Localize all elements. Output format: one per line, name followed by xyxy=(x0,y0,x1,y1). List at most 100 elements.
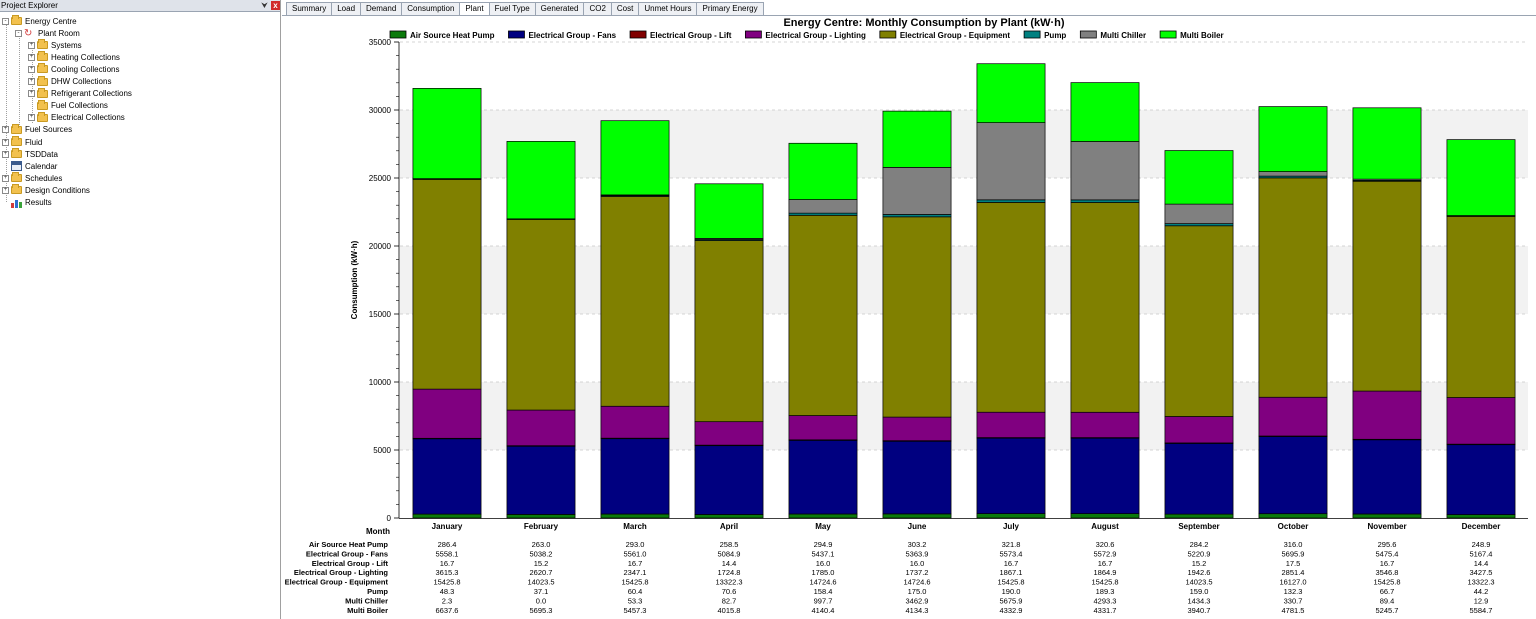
tab-plant[interactable]: Plant xyxy=(459,2,490,15)
project-explorer-panel: Project Explorer ⮟ x - Energy Centre - ↻ Pla… xyxy=(0,0,281,619)
tree-item-tsddata[interactable]: + TSDData xyxy=(2,148,58,160)
bar-segment xyxy=(976,122,1046,201)
tab-unmet-hours[interactable]: Unmet Hours xyxy=(638,2,698,15)
bar-segment xyxy=(882,216,952,418)
table-cell: 17.5 xyxy=(1286,559,1301,568)
tab-demand[interactable]: Demand xyxy=(360,2,403,15)
x-tick-label: February xyxy=(524,522,559,531)
bar-segment xyxy=(412,388,482,439)
table-cell: 48.3 xyxy=(440,587,455,596)
table-row-label: Electrical Group - Fans xyxy=(306,549,388,558)
explorer-title: Project Explorer xyxy=(1,1,58,10)
bar-segment xyxy=(506,514,576,519)
tree-item-energy-centre[interactable]: - Energy Centre xyxy=(2,15,77,27)
expand-icon[interactable]: + xyxy=(2,138,9,146)
tree-item-design-conditions[interactable]: + Design Conditions xyxy=(2,184,90,196)
calendar-icon xyxy=(11,161,22,172)
bar-segment xyxy=(694,514,764,519)
tree-item-results[interactable]: Results xyxy=(2,197,52,209)
tree-item-label: Energy Centre xyxy=(25,16,77,26)
expand-icon[interactable]: + xyxy=(28,65,35,73)
tab-co2[interactable]: CO2 xyxy=(583,2,612,15)
table-cell: 5573.4 xyxy=(1000,549,1023,558)
tab-fuel-type[interactable]: Fuel Type xyxy=(488,2,536,15)
collapse-icon[interactable]: - xyxy=(2,17,9,25)
table-cell: 263.0 xyxy=(532,540,551,549)
legend-swatch xyxy=(879,30,897,39)
collapse-icon[interactable]: - xyxy=(15,29,22,37)
tab-load[interactable]: Load xyxy=(331,2,362,15)
tree-item-systems[interactable]: + Systems xyxy=(28,39,82,51)
x-tick-label: January xyxy=(432,522,463,531)
bar-segment xyxy=(1258,106,1328,172)
tree-item-plant-room[interactable]: - ↻ Plant Room xyxy=(15,27,80,39)
plot-band xyxy=(400,178,1528,246)
tab-cost[interactable]: Cost xyxy=(610,2,640,15)
tab-summary[interactable]: Summary xyxy=(286,2,333,15)
expand-icon[interactable]: + xyxy=(28,114,35,122)
folder-icon xyxy=(37,39,48,50)
bar-segment xyxy=(788,199,858,214)
table-cell: 3615.3 xyxy=(436,568,459,577)
table-cell: 44.2 xyxy=(1474,587,1489,596)
tree-item-fuel-collections[interactable]: Fuel Collections xyxy=(28,99,108,112)
table-cell: 16.7 xyxy=(1098,559,1113,568)
tab-consumption[interactable]: Consumption xyxy=(401,2,461,15)
table-cell: 2851.4 xyxy=(1282,568,1305,577)
bar-segment xyxy=(1352,180,1422,392)
plot-band xyxy=(400,110,1528,178)
plot-band xyxy=(400,314,1528,382)
table-cell: 5475.4 xyxy=(1376,549,1399,558)
expand-icon[interactable]: + xyxy=(2,150,9,158)
table-cell: 5675.9 xyxy=(1000,596,1023,605)
tree-item-heating-collections[interactable]: + Heating Collections xyxy=(28,51,120,63)
table-cell: 330.7 xyxy=(1284,596,1303,605)
table-cell: 175.0 xyxy=(908,587,927,596)
legend-label: Multi Chiller xyxy=(1100,31,1146,40)
expand-icon[interactable]: + xyxy=(2,126,9,134)
tab-primary-energy[interactable]: Primary Energy xyxy=(696,2,764,15)
tree-item-schedules[interactable]: + Schedules xyxy=(2,172,62,184)
table-cell: 5084.9 xyxy=(718,549,741,558)
close-icon[interactable]: x xyxy=(271,1,280,10)
y-tick-label: 30000 xyxy=(369,106,392,115)
x-tick-label: September xyxy=(1178,522,1219,531)
tree-item-label: Design Conditions xyxy=(25,185,90,195)
expand-icon[interactable]: + xyxy=(2,174,9,182)
table-cell: 15.2 xyxy=(534,559,549,568)
table-cell: 16.7 xyxy=(440,559,455,568)
table-cell: 1724.8 xyxy=(718,568,741,577)
consumption-chart: Energy Centre: Monthly Consumption by Pl… xyxy=(285,17,1528,615)
bar-segment xyxy=(882,214,952,218)
bar-segment xyxy=(1164,416,1234,444)
expand-icon[interactable]: + xyxy=(28,41,35,49)
plot-band xyxy=(400,42,1528,110)
tree-item-fluid[interactable]: + Fluid xyxy=(2,136,42,148)
tab-generated[interactable]: Generated xyxy=(534,2,585,15)
tree-item-refrigerant-collections[interactable]: + Refrigerant Collections xyxy=(28,87,132,100)
table-cell: 5695.9 xyxy=(1282,549,1305,558)
tree-item-electrical-collections[interactable]: + Electrical Collections xyxy=(28,111,125,124)
table-cell: 3427.5 xyxy=(1470,568,1493,577)
bar-segment xyxy=(976,513,1046,519)
bar-segment xyxy=(1446,139,1516,216)
tree-item-calendar[interactable]: Calendar xyxy=(2,160,57,172)
bar-segment xyxy=(412,438,482,515)
tree-item-label: Fuel Collections xyxy=(51,101,108,111)
tree-item-label: TSDData xyxy=(25,149,58,159)
tree-item-dhw-collections[interactable]: + DHW Collections xyxy=(28,75,111,88)
bar-segment xyxy=(1070,513,1140,519)
table-cell: 4331.7 xyxy=(1094,606,1117,615)
bar-segment xyxy=(1164,203,1234,224)
y-axis-label: Consumption (kW·h) xyxy=(350,240,359,319)
expand-icon[interactable]: + xyxy=(2,186,9,194)
table-cell: 16.7 xyxy=(1004,559,1019,568)
expand-icon[interactable]: + xyxy=(28,53,35,61)
tree-item-cooling-collections[interactable]: + Cooling Collections xyxy=(28,63,119,75)
table-cell: 5245.7 xyxy=(1376,606,1399,615)
table-row-label: Electrical Group - Lighting xyxy=(294,568,389,577)
expand-icon[interactable]: + xyxy=(28,90,35,98)
expand-icon[interactable]: + xyxy=(28,78,35,85)
pin-icon[interactable]: ⮟ xyxy=(261,1,268,10)
tree-item-fuel-sources[interactable]: + Fuel Sources xyxy=(2,123,72,136)
